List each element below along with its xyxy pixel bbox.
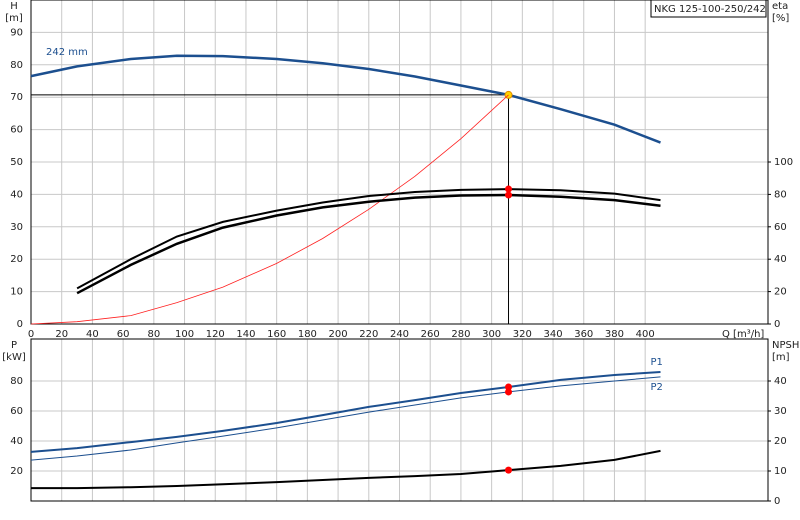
x-tick-label: 220 xyxy=(359,329,378,340)
x-tick-label: 20 xyxy=(55,329,68,340)
y-tick-label: 30 xyxy=(10,222,23,233)
duty-marker xyxy=(505,185,513,193)
series-label: P1 xyxy=(651,357,663,368)
y2-tick-label: 40 xyxy=(774,376,787,387)
title-box xyxy=(650,0,767,18)
y-tick-label: 80 xyxy=(10,60,23,71)
duty-marker xyxy=(505,466,513,474)
x-tick-label: 120 xyxy=(206,329,225,340)
plot-frame xyxy=(30,338,769,502)
x-tick-label: 0 xyxy=(28,329,34,340)
x-tick-label: 380 xyxy=(605,329,624,340)
x-tick-label: 260 xyxy=(421,329,440,340)
x-tick-label: 60 xyxy=(117,329,130,340)
x-tick-label: 40 xyxy=(86,329,99,340)
y-tick-label: 20 xyxy=(10,466,23,477)
duty-marker xyxy=(505,191,513,199)
series-line xyxy=(76,188,661,290)
x-tick-label: 160 xyxy=(267,329,286,340)
y2-tick-label: 20 xyxy=(774,436,787,447)
x-tick-label: 240 xyxy=(390,329,409,340)
y-tick-label: 10 xyxy=(10,287,23,298)
x-tick-label: 400 xyxy=(636,329,655,340)
duty-marker xyxy=(505,383,513,391)
y-tick-label: 60 xyxy=(10,125,23,136)
y-axis-label: [m] xyxy=(5,13,23,24)
y-axis-label: P xyxy=(11,340,17,351)
series-line xyxy=(31,449,661,490)
y-axis-label: H xyxy=(10,1,18,12)
x-tick-label: 340 xyxy=(543,329,562,340)
duty-marker xyxy=(505,388,513,396)
y2-tick-label: 40 xyxy=(774,254,787,265)
x-tick-label: 200 xyxy=(329,329,348,340)
x-tick-label: 300 xyxy=(482,329,501,340)
plot-frame xyxy=(30,0,769,325)
x-axis-label: Q [m³/h] xyxy=(722,329,764,340)
y-tick-label: 90 xyxy=(10,27,23,38)
chart-title: NKG 125-100-250/242 xyxy=(654,4,766,15)
x-tick-label: 360 xyxy=(574,329,593,340)
series-line xyxy=(30,94,509,325)
y-tick-label: 40 xyxy=(10,189,23,200)
y2-tick-label: 0 xyxy=(774,496,780,507)
series-label: P2 xyxy=(651,382,663,393)
y-tick-label: 70 xyxy=(10,92,23,103)
series-label: 242 mm xyxy=(46,47,88,58)
y2-axis-label: [m] xyxy=(772,352,790,363)
y2-tick-label: 30 xyxy=(774,406,787,417)
y2-tick-label: 20 xyxy=(774,287,787,298)
y-tick-label: 60 xyxy=(10,406,23,417)
series-line xyxy=(76,193,661,295)
y-tick-label: 20 xyxy=(10,254,23,265)
series-line xyxy=(30,376,661,461)
y2-axis-label: eta xyxy=(772,1,788,12)
y2-axis-label: NPSH xyxy=(772,340,799,351)
y2-tick-label: 80 xyxy=(774,189,787,200)
y-tick-label: 40 xyxy=(10,436,23,447)
y-tick-label: 50 xyxy=(10,157,23,168)
y2-axis-label: [%] xyxy=(772,13,789,24)
series-line xyxy=(30,371,661,453)
x-tick-label: 80 xyxy=(147,329,160,340)
y2-tick-label: 10 xyxy=(774,466,787,477)
x-tick-label: 140 xyxy=(236,329,255,340)
y-tick-label: 80 xyxy=(10,376,23,387)
y2-tick-label: 100 xyxy=(774,157,793,168)
x-tick-label: 180 xyxy=(298,329,317,340)
y-tick-label: 0 xyxy=(17,319,23,330)
x-tick-label: 280 xyxy=(451,329,470,340)
y2-tick-label: 0 xyxy=(774,319,780,330)
series-line xyxy=(30,54,661,144)
y2-tick-label: 60 xyxy=(774,222,787,233)
x-tick-label: 100 xyxy=(175,329,194,340)
y-axis-label: [kW] xyxy=(2,352,26,363)
x-tick-label: 320 xyxy=(513,329,532,340)
